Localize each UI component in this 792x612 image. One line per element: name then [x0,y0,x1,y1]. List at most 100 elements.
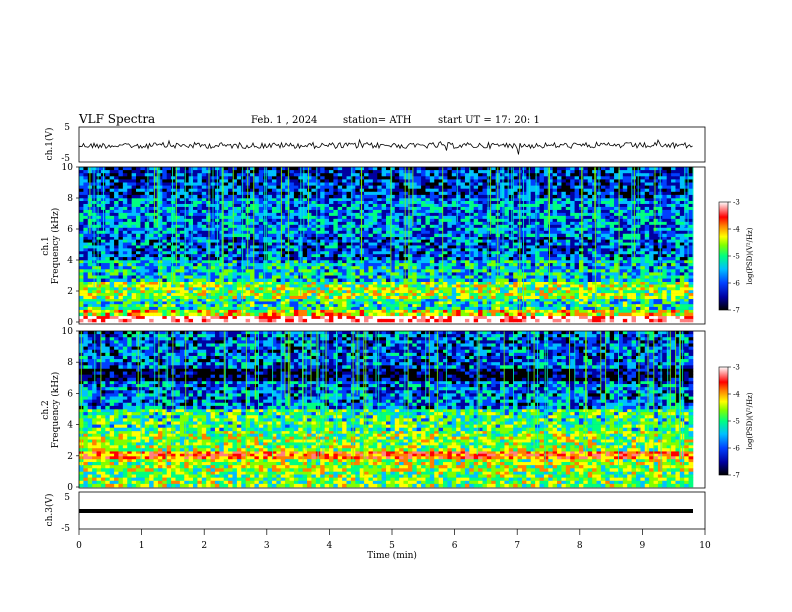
spectrogram-cell [627,290,632,294]
spectrogram-cell [276,309,282,313]
spectrogram-cell [622,287,628,291]
spectrogram-cell [118,315,124,320]
spectrogram-cell [368,284,374,288]
spectrogram-cell [171,266,176,270]
spectrogram-cell [87,236,93,240]
spectrogram-cell [144,215,150,220]
spectrogram-cell [578,242,584,246]
spectrogram-cell [429,263,435,267]
spectrogram-cell [355,306,360,310]
spectrogram-cell [241,304,246,308]
spectrogram-cell [583,206,589,211]
spectrogram-cell [79,198,84,202]
spectrogram-cell [289,318,295,323]
spectrogram-cell [469,304,475,308]
spectrogram-cell [491,275,496,279]
spectrogram-cell [302,248,308,252]
spectrogram-cell [223,206,229,211]
spectrogram-cell [153,278,159,282]
spectrogram-cell [644,281,650,285]
spectrogram-cell [193,281,198,285]
spectrogram-cell [254,298,260,302]
spectrogram-cell [87,272,93,276]
spectrogram-cell [232,254,238,258]
spectrogram-cell [679,248,685,252]
spectrogram-cell [438,200,444,205]
spectrogram-cell [583,245,589,249]
spectrogram-cell [162,198,168,202]
spectrogram-cell [127,257,132,261]
spectrogram-cell [368,301,374,305]
spectrogram-cell [570,254,575,258]
spectrogram-cell [561,206,567,211]
spectrogram-cell [197,215,203,220]
spectrogram-cell [285,260,290,264]
spectrogram-cell [131,263,137,267]
spectrogram-cell [390,198,396,202]
spectrogram-cell [250,203,255,208]
spectrogram-cell [166,275,172,279]
spectrogram-cell [83,293,89,297]
spectrogram-cell [565,318,571,323]
spectrogram-cell [201,281,207,285]
spectrogram-cell [535,278,540,282]
spectrogram-cell [447,245,453,249]
spectrogram-cell [671,257,676,261]
spectrogram-cell [390,215,396,220]
spectrogram-cell [508,284,514,288]
spectrogram-cell [105,304,110,308]
spectrogram-cell [600,284,606,288]
spectrogram-cell [649,245,654,249]
spectrogram-cell [254,203,260,208]
spectrogram-cell [421,301,426,305]
spectrogram-cell [175,200,181,205]
spectrogram-cell [372,281,378,285]
spectrogram-cell [307,209,312,214]
spectrogram-cell [114,272,119,276]
spectrogram-cell [561,251,567,255]
spectrogram-cell [320,209,325,214]
spectrogram-cell [403,306,409,310]
spectrogram-cell [614,298,619,302]
spectrogram-cell [504,306,510,310]
spectrogram-cell [114,198,119,202]
spectrogram-cell [539,301,545,305]
spectrogram-cell [280,293,286,297]
spectrogram-cell [328,318,334,323]
spectrogram-cell [228,318,233,323]
spectrogram-cell [429,236,435,240]
spectrogram-cell [228,215,233,220]
spectrogram-cell [394,309,400,313]
spectrogram-cell [276,287,282,291]
spectrogram-cell [223,245,229,249]
spectrogram-cell [302,287,308,291]
spectrogram-cell [285,263,290,267]
spectrogram-cell [618,278,624,282]
spectrogram-cell [543,254,549,258]
spectrogram-cell [649,209,654,214]
spectrogram-cell [193,215,198,220]
spectrogram-cell [355,266,360,270]
spectrogram-cell [587,301,593,305]
spectrogram-cell [372,293,378,297]
spectrogram-cell [653,198,659,202]
spectrogram-cell [346,304,352,308]
spectrogram-cell [342,272,347,276]
spectrogram-cell [434,298,439,302]
spectrogram-cell [425,312,431,317]
spectrogram-cell [412,315,417,320]
spectrogram-cell [320,304,325,308]
spectrogram-cell [122,212,128,217]
spectrogram-cell [543,287,549,291]
spectrogram-cell [622,298,628,302]
spectrogram-cell [324,295,330,300]
spectrogram-cell [184,301,189,305]
spectrogram-cell [447,251,453,255]
spectrogram-cell [280,275,286,279]
spectrogram-cell [105,242,110,246]
spectrogram-cell [495,304,501,308]
spectrogram-cell [193,278,198,282]
spectrogram-cell [109,306,115,310]
spectrogram-cell [688,198,694,202]
spectrogram-cell [114,206,119,211]
